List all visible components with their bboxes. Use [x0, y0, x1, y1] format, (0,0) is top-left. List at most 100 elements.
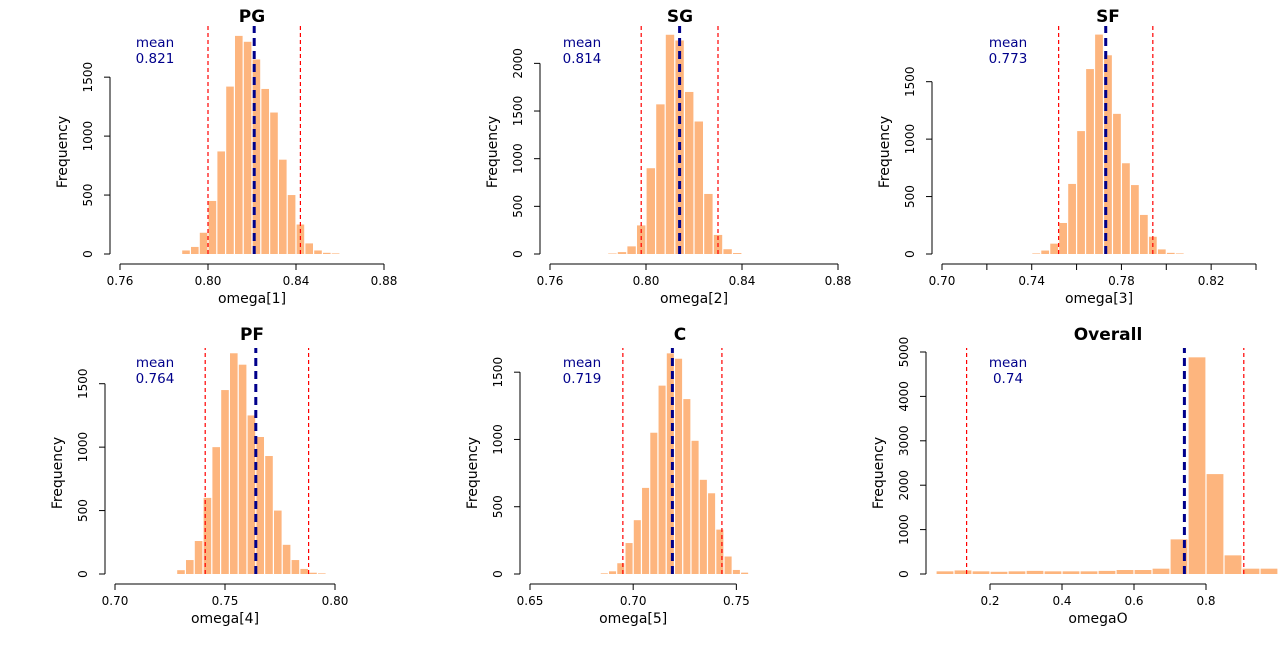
chart-3-bar — [1167, 253, 1175, 254]
chart-4-x-tick-label: 0.80 — [322, 594, 349, 608]
chart-4-y-axis-label: Frequency — [50, 437, 66, 509]
chart-5-bar — [659, 386, 666, 574]
chart-4-x-axis-label: omega[4] — [191, 611, 259, 627]
chart-6-y-tick-label: 5000 — [897, 337, 911, 368]
chart-4-bar — [248, 415, 256, 574]
chart-5-y-axis-label: Frequency — [465, 437, 481, 509]
chart-6-bar — [1117, 570, 1134, 574]
chart-5-bar — [675, 359, 682, 574]
chart-1-y-tick-label: 0 — [81, 250, 95, 258]
chart-1-x-tick-label: 0.84 — [283, 274, 310, 288]
chart-2-bar — [656, 104, 664, 254]
chart-6-y-tick-label: 4000 — [897, 381, 911, 412]
chart-1-title: PG — [239, 7, 265, 27]
chart-6-bar — [1207, 474, 1224, 574]
chart-3-y-tick-label: 0 — [903, 250, 917, 258]
chart-6-bar — [1009, 571, 1026, 574]
chart-2-x-tick-label: 0.76 — [537, 274, 564, 288]
chart-5-x-tick-label: 0.70 — [620, 594, 647, 608]
chart-1-bar — [182, 250, 190, 254]
chart-5-bar — [642, 488, 649, 574]
chart-3-x-tick-label: 0.82 — [1198, 274, 1225, 288]
chart-3-mean-label: mean — [989, 35, 1027, 51]
chart-3-bar — [1041, 251, 1049, 254]
chart-1-bar — [226, 87, 234, 254]
chart-2-bar — [733, 253, 741, 254]
chart-5-x-tick-label: 0.65 — [517, 594, 544, 608]
chart-2-bar — [695, 122, 703, 254]
chart-1-bar — [217, 151, 225, 254]
chart-1-x-tick-label: 0.80 — [195, 274, 222, 288]
chart-6-x-tick-label: 0.6 — [1124, 594, 1143, 608]
chart-3-bar — [1095, 35, 1103, 254]
chart-1-y-tick-label: 500 — [81, 184, 95, 207]
chart-4-y-tick-label: 1500 — [76, 368, 90, 399]
chart-5-y-tick-label: 0 — [491, 570, 505, 578]
chart-3-x-axis-label: omega[3] — [1065, 291, 1133, 307]
chart-2-mean-value: 0.814 — [563, 51, 602, 67]
chart-2-bar — [627, 246, 635, 254]
chart-5-bar — [733, 570, 740, 574]
chart-5-bar — [626, 543, 633, 574]
chart-1-x-tick-label: 0.76 — [107, 274, 134, 288]
chart-2-y-tick-label: 1000 — [511, 143, 525, 174]
chart-2-bar — [685, 92, 693, 254]
chart-4-bar — [212, 447, 220, 574]
chart-3-bar — [1113, 114, 1121, 254]
chart-4-bar — [177, 570, 185, 574]
chart-2-x-tick-label: 0.84 — [729, 274, 756, 288]
chart-3-y-tick-label: 500 — [903, 185, 917, 208]
chart-1-bar — [191, 247, 199, 254]
chart-1-y-axis-label: Frequency — [55, 116, 71, 188]
chart-4-bar — [292, 560, 300, 574]
chart-4-x-tick-label: 0.70 — [102, 594, 129, 608]
chart-5-bar — [650, 433, 657, 574]
chart-2-y-tick-label: 2000 — [511, 48, 525, 79]
chart-2-bar — [723, 249, 731, 254]
chart-6-mean-value: 0.74 — [993, 371, 1023, 387]
chart-2-x-tick-label: 0.88 — [825, 274, 852, 288]
chart-6-bar — [955, 570, 972, 574]
chart-6-x-tick-label: 0.2 — [980, 594, 999, 608]
chart-6-bar — [1027, 571, 1044, 574]
chart-1-bar — [279, 160, 287, 254]
chart-6-bar — [1045, 571, 1062, 574]
chart-4-bar — [309, 573, 317, 574]
chart-4-bar — [318, 573, 326, 574]
chart-5-x-axis-label: omega[5] — [599, 611, 667, 627]
chart-3-mean-value: 0.773 — [989, 51, 1028, 67]
chart-6-x-tick-label: 0.4 — [1052, 594, 1071, 608]
chart-1-y-tick-label: 1500 — [81, 62, 95, 93]
chart-5-bar — [700, 480, 707, 574]
chart-2-bar — [704, 194, 712, 254]
chart-4-mean-label: mean — [136, 355, 174, 371]
chart-1-bar — [288, 195, 296, 254]
chart-3-bar — [1140, 215, 1148, 254]
chart-5-bar — [601, 573, 608, 574]
chart-4-bar — [256, 437, 264, 574]
chart-6-y-tick-label: 2000 — [897, 470, 911, 501]
chart-4-bar — [186, 560, 194, 574]
chart-6-mean-label: mean — [989, 355, 1027, 371]
chart-5-title: C — [674, 325, 686, 345]
chart-2-x-tick-label: 0.80 — [633, 274, 660, 288]
chart-4-bar — [265, 456, 273, 574]
chart-2-mean-label: mean — [563, 35, 601, 51]
chart-1-bar — [235, 36, 243, 254]
chart-4-bar — [283, 545, 291, 574]
chart-6-bar — [937, 571, 954, 574]
chart-6-bar — [1261, 569, 1278, 574]
chart-4-bar — [221, 390, 229, 574]
chart-1-mean-label: mean — [136, 35, 174, 51]
chart-1-bar — [244, 42, 252, 254]
chart-6-bar — [1243, 569, 1260, 574]
chart-3-bar — [1176, 253, 1184, 254]
chart-4-bar — [300, 569, 308, 574]
chart-2-bar — [666, 35, 674, 254]
chart-2-bar — [618, 252, 626, 254]
chart-3-bar — [1050, 244, 1058, 254]
chart-6-y-tick-label: 0 — [897, 570, 911, 578]
chart-1-bar — [314, 250, 322, 254]
